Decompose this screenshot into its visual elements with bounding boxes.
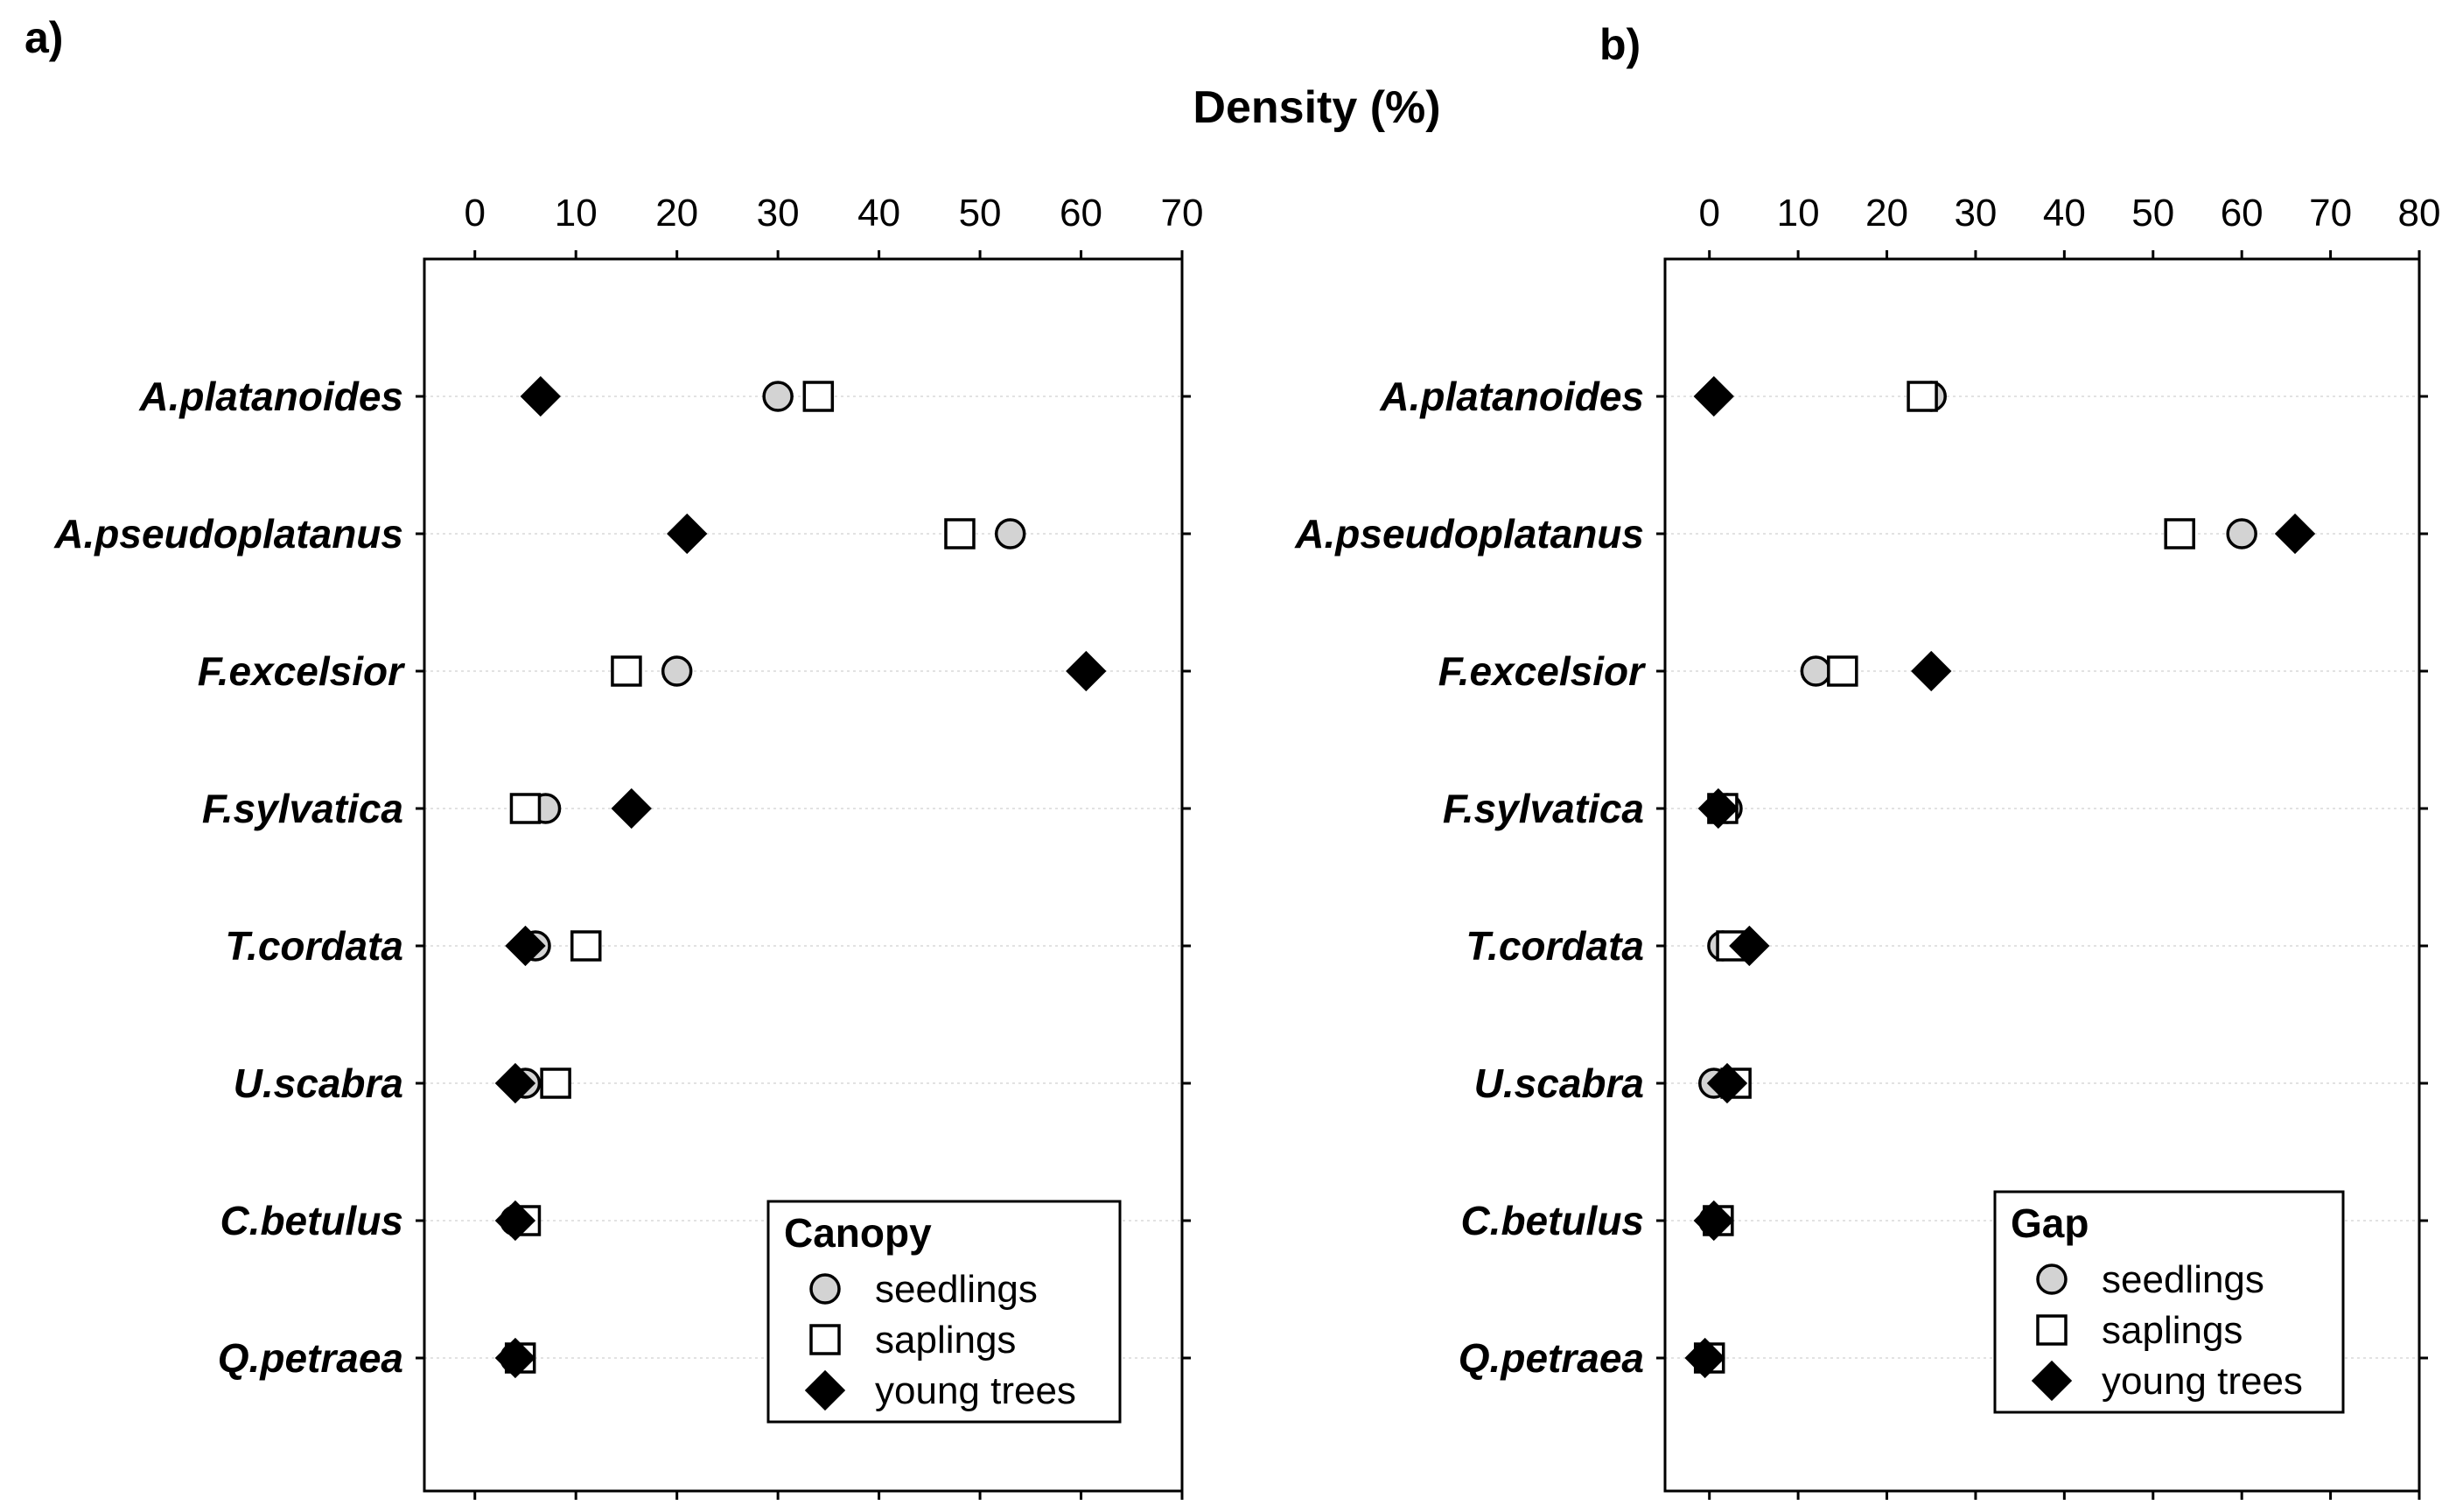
legend-marker-seedlings [2036, 1264, 2068, 1295]
x-tick-label: 40 [857, 192, 900, 234]
point-saplings [570, 930, 602, 962]
species-label: Q.petraea [1459, 1335, 1644, 1381]
x-tick-label: 70 [1161, 192, 1204, 234]
legend-label: seedlings [2102, 1258, 2264, 1301]
legend-marker-young-trees [804, 1369, 846, 1411]
point-seedlings [762, 381, 794, 412]
legend-label: saplings [875, 1319, 1016, 1362]
x-tick-label: 30 [757, 192, 800, 234]
panel-a-label: a) [24, 13, 63, 62]
legend-title: Gap [2011, 1200, 2089, 1246]
point-saplings [540, 1068, 571, 1099]
point-young-trees [505, 925, 546, 967]
x-tick-label: 60 [1060, 192, 1102, 234]
x-axis-title: Density (%) [1193, 82, 1440, 133]
species-label: T.cordata [1466, 923, 1644, 969]
panel-a-chart: a) A.platanoides A.pseudoplatanus F.excelsi… [24, 13, 1203, 1500]
plot-frame [1663, 257, 2421, 1493]
species-label: A.pseudoplatanus [53, 511, 403, 556]
species-label: F.sylvatica [202, 786, 403, 831]
x-tick-label: 0 [464, 192, 485, 234]
x-tick-label: 30 [1954, 192, 1997, 234]
point-saplings [802, 381, 835, 412]
panel-b-chart: b) A.platanoides A.pseudoplatanus F.excelsi… [1294, 20, 2440, 1500]
species-label: F.excelsior [1438, 648, 1646, 694]
point-seedlings [994, 518, 1026, 550]
point-young-trees [520, 375, 561, 417]
point-young-trees [1911, 650, 1952, 692]
point-young-trees [494, 1200, 536, 1242]
point-saplings [1907, 381, 1938, 412]
legend-marker-saplings [2036, 1314, 2068, 1346]
legend-marker-saplings [809, 1324, 841, 1355]
legend-marker-seedlings [809, 1273, 841, 1305]
point-young-trees [1729, 925, 1770, 967]
legend-label: seedlings [875, 1268, 1038, 1311]
point-young-trees [667, 513, 708, 555]
species-label: Q.petraea [218, 1335, 403, 1381]
point-saplings [944, 518, 976, 550]
legend-label: young trees [875, 1369, 1076, 1412]
point-young-trees [1693, 375, 1734, 417]
point-young-trees [494, 1062, 536, 1104]
legend-label: saplings [2102, 1309, 2243, 1352]
species-label: T.cordata [225, 923, 403, 969]
species-label: A.platanoides [138, 374, 403, 419]
x-tick-label: 70 [2309, 192, 2352, 234]
species-label: A.pseudoplatanus [1294, 511, 1644, 556]
species-label: A.platanoides [1379, 374, 1644, 419]
point-saplings [611, 655, 642, 687]
x-tick-label: 80 [2398, 192, 2441, 234]
x-tick-label: 10 [1777, 192, 1820, 234]
point-young-trees [1693, 1200, 1734, 1242]
legend-label: young trees [2102, 1360, 2303, 1403]
species-label: U.scabra [234, 1060, 403, 1106]
x-tick-label: 40 [2043, 192, 2086, 234]
species-label: F.excelsior [198, 648, 405, 694]
point-saplings [1827, 655, 1858, 687]
x-tick-label: 50 [2131, 192, 2174, 234]
legend-title: Canopy [784, 1210, 932, 1256]
point-young-trees [1066, 650, 1107, 692]
x-tick-label: 10 [555, 192, 598, 234]
point-young-trees [2274, 513, 2316, 555]
point-young-trees [1684, 1337, 1725, 1379]
point-young-trees [611, 788, 652, 830]
x-tick-label: 0 [1698, 192, 1719, 234]
point-seedlings [1800, 655, 1832, 687]
x-tick-label: 60 [2221, 192, 2264, 234]
point-seedlings [2226, 518, 2257, 550]
x-tick-label: 20 [1865, 192, 1908, 234]
legend-marker-young-trees [2031, 1360, 2073, 1402]
point-saplings [2164, 518, 2195, 550]
point-seedlings [661, 655, 693, 687]
x-tick-label: 50 [959, 192, 1002, 234]
species-label: C.betulus [1460, 1198, 1644, 1243]
point-young-trees [1697, 788, 1739, 830]
point-young-trees [494, 1337, 536, 1379]
point-saplings [509, 793, 542, 824]
panel-b-label: b) [1599, 20, 1641, 69]
species-label: U.scabra [1474, 1060, 1644, 1106]
species-label: C.betulus [220, 1198, 403, 1243]
point-young-trees [1706, 1062, 1748, 1104]
plot-frame [423, 257, 1184, 1493]
x-tick-label: 20 [655, 192, 698, 234]
species-label: F.sylvatica [1443, 786, 1644, 831]
